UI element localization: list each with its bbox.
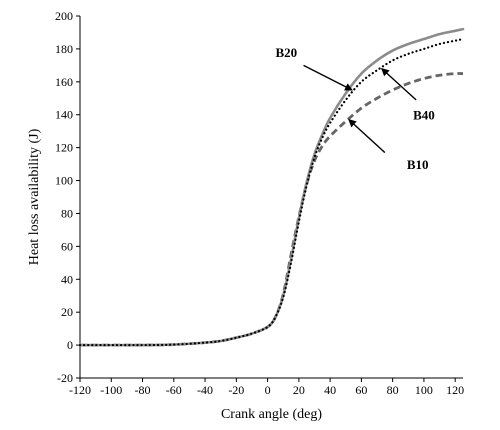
x-tick-label: 40: [324, 383, 336, 397]
annotation-label-b20: B20: [276, 45, 298, 60]
y-tick-label: 40: [61, 272, 73, 286]
x-axis-title: Crank angle (deg): [221, 407, 322, 422]
x-axis: -120 -100 -80 -60 -40 -20 0 20 40 60 80 100 120: [69, 378, 464, 397]
y-tick-label: 80: [61, 206, 73, 220]
series-line-b20: [78, 27, 465, 347]
y-tick-label: 20: [61, 305, 73, 319]
x-tick-label: 120: [446, 383, 464, 397]
x-tick-label: -20: [228, 383, 244, 397]
series-line-b40: [78, 37, 465, 347]
y-tick-label: 160: [55, 75, 73, 89]
y-tick-label: 180: [55, 42, 73, 56]
annotation-label-b10: B10: [407, 157, 429, 172]
y-tick-label: 140: [55, 108, 73, 122]
x-tick-label: 80: [387, 383, 399, 397]
annotation-layer: B20 B40 B10: [276, 45, 435, 172]
y-tick-label: 200: [55, 9, 73, 23]
plot-frame: [79, 16, 463, 379]
x-tick-label: -100: [100, 383, 122, 397]
x-tick-label: 100: [415, 383, 433, 397]
y-tick-label: 100: [55, 174, 73, 188]
y-axis: -20 0 20 40 60 80 100 120 140 160 180 200: [55, 9, 80, 385]
annotation-arrow-b40: [380, 67, 417, 101]
x-tick-label: -80: [135, 383, 151, 397]
x-tick-label: -120: [69, 383, 91, 397]
series-line-b10: [79, 72, 464, 347]
series-layer: [78, 27, 465, 347]
annotation-label-b40: B40: [413, 108, 435, 123]
x-tick-label: 0: [265, 383, 271, 397]
y-tick-label: 60: [61, 239, 73, 253]
y-tick-label: -20: [57, 371, 73, 385]
x-tick-label: 60: [355, 383, 367, 397]
x-tick-label: -40: [197, 383, 213, 397]
y-axis-title: Heat loss availability (J): [27, 128, 42, 265]
y-tick-label: 120: [55, 141, 73, 155]
annotation-arrow-b20: [303, 64, 353, 91]
annotation-arrow-b10: [348, 118, 386, 154]
y-tick-label: 0: [67, 338, 73, 352]
x-tick-label: 20: [293, 383, 305, 397]
x-tick-label: -60: [166, 383, 182, 397]
